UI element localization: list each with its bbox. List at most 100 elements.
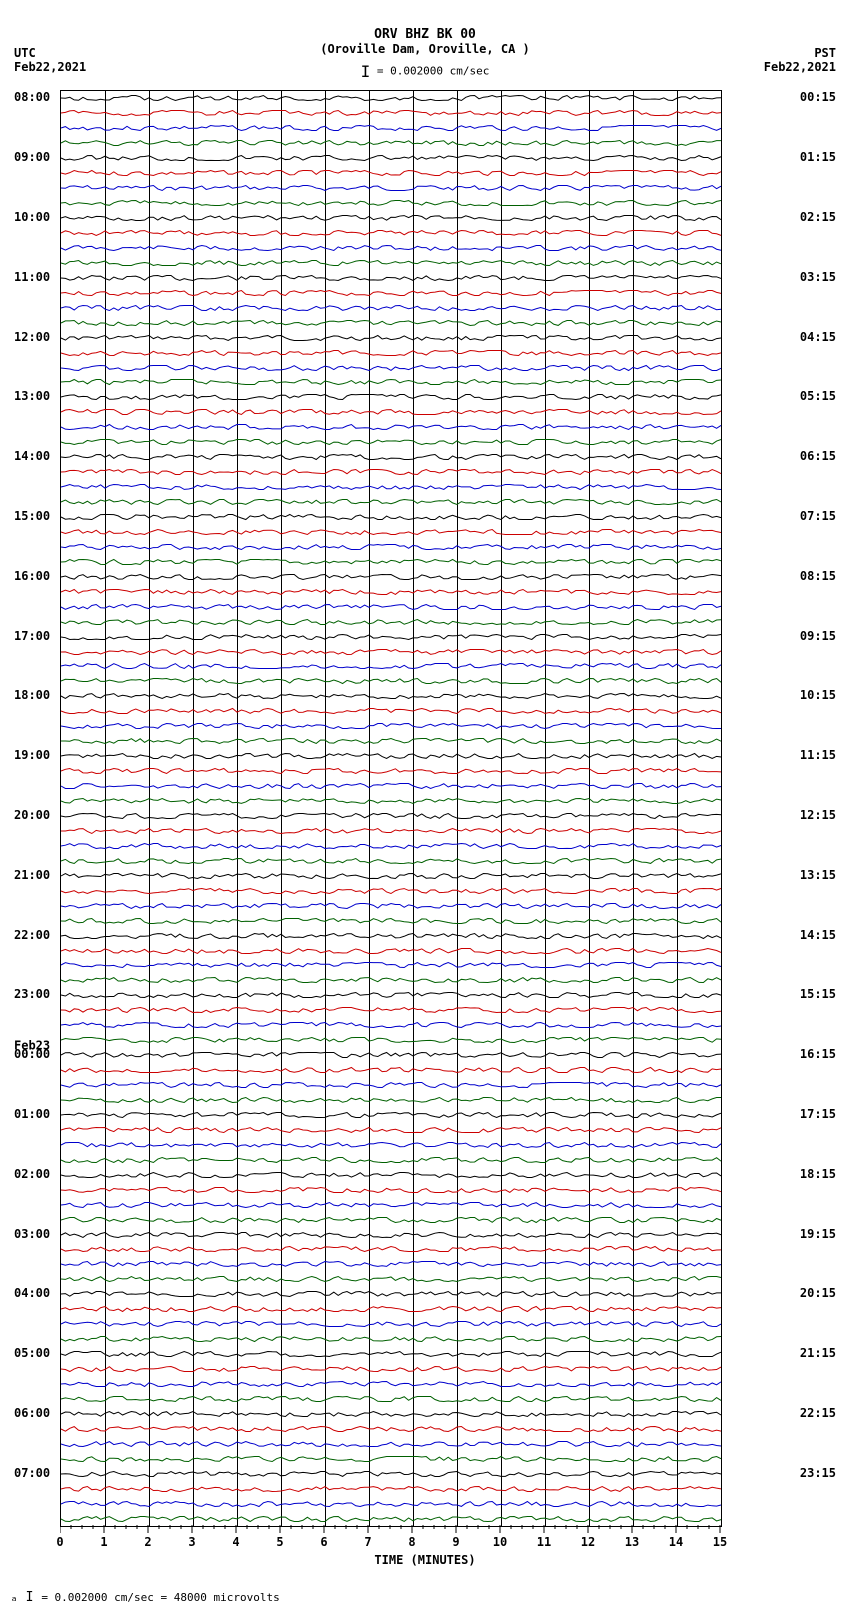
right-time-label: 20:15 [800,1286,836,1300]
right-time-label: 22:15 [800,1406,836,1420]
seismic-trace [61,151,721,165]
seismic-trace [61,1123,721,1137]
left-time-label: 13:00 [14,389,50,403]
seismic-trace [61,286,721,300]
seismic-trace [61,1242,721,1256]
seismic-trace [61,944,721,958]
left-time-label: 03:00 [14,1227,50,1241]
x-tick-label: 2 [144,1535,151,1549]
seismic-trace [61,1033,721,1047]
seismic-trace [61,1063,721,1077]
right-time-label: 02:15 [800,210,836,224]
left-time-label: 04:00 [14,1286,50,1300]
x-tick-label: 0 [56,1535,63,1549]
seismic-trace [61,1467,721,1481]
seismic-trace [61,689,721,703]
right-time-label: 23:15 [800,1466,836,1480]
left-time-label: 05:00 [14,1346,50,1360]
right-time-label: 09:15 [800,629,836,643]
seismic-trace [61,361,721,375]
left-time-label: 02:00 [14,1167,50,1181]
seismic-trace [61,839,721,853]
seismic-trace [61,1422,721,1436]
seismic-trace [61,973,721,987]
x-axis-ticks [60,1525,722,1545]
seismic-trace [61,450,721,464]
left-time-label: 12:00 [14,330,50,344]
seismic-trace [61,719,721,733]
left-time-label: 11:00 [14,270,50,284]
seismic-trace [61,196,721,210]
seismic-trace [61,435,721,449]
right-time-label: 01:15 [800,150,836,164]
left-time-label: 08:00 [14,90,50,104]
seismic-trace [61,914,721,928]
right-time-label: 19:15 [800,1227,836,1241]
right-time-label: 06:15 [800,449,836,463]
seismic-trace [61,570,721,584]
seismic-trace [61,316,721,330]
right-time-label: 13:15 [800,868,836,882]
left-time-label: 16:00 [14,569,50,583]
seismic-trace [61,1362,721,1376]
left-time-label: 19:00 [14,748,50,762]
seismic-trace [61,495,721,509]
seismic-trace [61,869,721,883]
left-time-label: 14:00 [14,449,50,463]
tz-right-date: Feb22,2021 [764,60,836,74]
left-time-label: 22:00 [14,928,50,942]
seismic-trace [61,794,721,808]
seismic-trace [61,346,721,360]
seismic-trace [61,1482,721,1496]
right-time-label: 14:15 [800,928,836,942]
seismic-trace [61,525,721,539]
right-time-label: 03:15 [800,270,836,284]
seismic-trace [61,405,721,419]
left-time-label: 15:00 [14,509,50,523]
x-tick-label: 14 [669,1535,683,1549]
seismic-trace [61,1347,721,1361]
seismic-trace [61,540,721,554]
left-midnight-date: Feb23 [14,1039,50,1053]
seismic-trace [61,555,721,569]
seismic-trace [61,480,721,494]
seismic-trace [61,884,721,898]
seismic-trace [61,1392,721,1406]
x-tick-label: 13 [625,1535,639,1549]
timezone-left: UTC Feb22,2021 [14,46,86,74]
station-id: ORV BHZ BK 00 [0,28,850,42]
left-time-label: 21:00 [14,868,50,882]
x-axis-label: TIME (MINUTES) [0,1553,850,1567]
right-time-label: 10:15 [800,688,836,702]
seismic-trace [61,734,721,748]
seismic-trace [61,929,721,943]
tz-left-date: Feb22,2021 [14,60,86,74]
seismic-trace [61,779,721,793]
seismogram-container: ORV BHZ BK 00 (Oroville Dam, Oroville, C… [0,0,850,1613]
seismic-trace [61,256,721,270]
seismic-trace [61,1452,721,1466]
header-block: ORV BHZ BK 00 (Oroville Dam, Oroville, C… [0,28,850,56]
seismic-trace [61,136,721,150]
right-time-label: 00:15 [800,90,836,104]
seismic-trace [61,301,721,315]
seismic-trace [61,331,721,345]
right-time-label: 12:15 [800,808,836,822]
x-tick-label: 11 [537,1535,551,1549]
station-location: (Oroville Dam, Oroville, CA ) [0,42,850,56]
seismic-trace [61,211,721,225]
seismic-trace [61,1257,721,1271]
seismic-trace [61,988,721,1002]
left-time-label: 23:00 [14,987,50,1001]
seismic-trace [61,271,721,285]
footer-scale-text: = 0.002000 cm/sec = 48000 microvolts [41,1591,279,1604]
footer-scale: ₐ I = 0.002000 cm/sec = 48000 microvolts [10,1590,280,1605]
seismic-trace [61,390,721,404]
x-tick-label: 12 [581,1535,595,1549]
scale-bar-icon: I [361,62,371,81]
seismic-trace [61,1183,721,1197]
left-time-label: 18:00 [14,688,50,702]
tz-left-label: UTC [14,46,86,60]
right-time-label: 08:15 [800,569,836,583]
right-time-label: 07:15 [800,509,836,523]
